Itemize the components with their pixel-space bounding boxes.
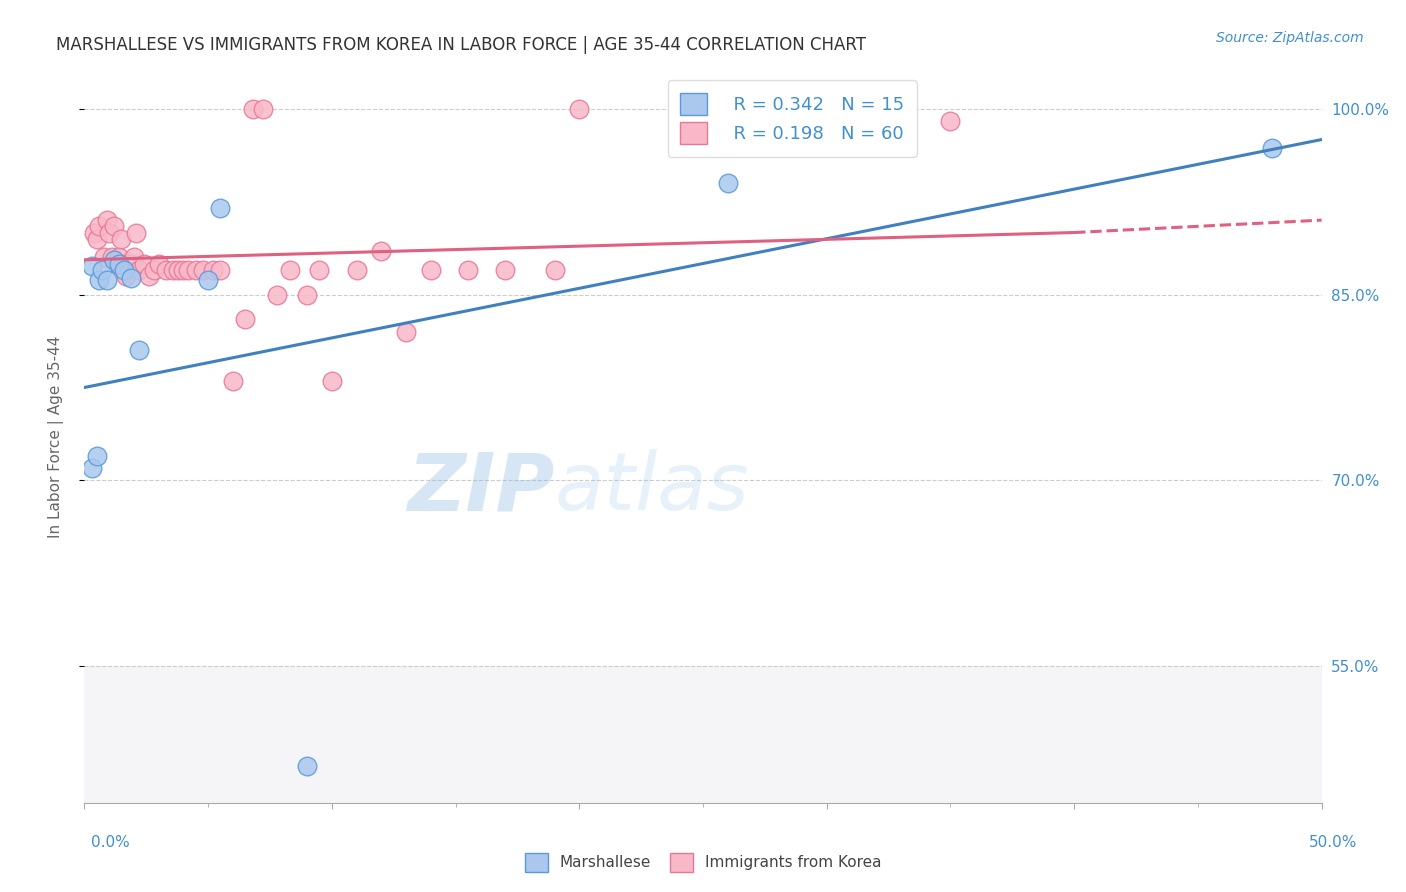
Point: [172, 262, 194, 277]
Point: [209, 262, 232, 277]
Point: [266, 287, 288, 301]
Point: [105, 256, 128, 270]
Point: [222, 374, 245, 388]
Point: [321, 374, 343, 388]
Point: [191, 262, 214, 277]
Point: [543, 262, 565, 277]
Point: [86, 232, 108, 246]
Point: [148, 256, 170, 270]
Point: [242, 102, 264, 116]
Point: [103, 219, 125, 234]
Point: [568, 102, 591, 116]
Point: [717, 176, 740, 190]
Point: [98, 226, 121, 240]
Text: ZIP: ZIP: [408, 450, 554, 527]
Point: [120, 271, 142, 285]
Point: [128, 262, 150, 277]
Point: [177, 262, 200, 277]
Text: 0.0%: 0.0%: [91, 836, 131, 850]
Point: [162, 262, 184, 277]
Point: [233, 312, 256, 326]
Point: [370, 244, 392, 259]
Point: [295, 758, 318, 772]
Point: [252, 102, 274, 116]
Point: [346, 262, 368, 277]
Point: [125, 226, 148, 240]
Point: [494, 262, 516, 277]
Point: [89, 272, 111, 286]
Point: [89, 219, 111, 234]
Text: 50.0%: 50.0%: [1309, 836, 1357, 850]
Point: [112, 256, 135, 270]
Point: [395, 325, 418, 339]
Point: [86, 449, 108, 463]
Point: [197, 272, 219, 286]
Point: [108, 256, 131, 270]
Point: [419, 262, 441, 277]
Point: [110, 232, 132, 246]
Point: [202, 262, 225, 277]
Point: [308, 262, 330, 277]
Point: [90, 262, 112, 277]
Point: [167, 262, 190, 277]
Point: [184, 262, 207, 277]
Point: [100, 250, 122, 264]
Point: [1261, 141, 1284, 155]
Text: Source: ZipAtlas.com: Source: ZipAtlas.com: [1216, 31, 1364, 45]
Point: [103, 252, 125, 267]
Point: [96, 213, 118, 227]
Point: [939, 114, 962, 128]
Point: [80, 461, 103, 475]
Point: [80, 259, 103, 273]
Point: [132, 256, 155, 270]
Point: [457, 262, 479, 277]
Bar: [84, 666, 1322, 803]
Point: [278, 262, 301, 277]
Point: [120, 256, 142, 270]
Point: [115, 268, 138, 283]
Point: [138, 268, 160, 283]
Text: atlas: atlas: [554, 450, 749, 527]
Point: [108, 250, 131, 264]
Point: [96, 272, 118, 286]
Text: MARSHALLESE VS IMMIGRANTS FROM KOREA IN LABOR FORCE | AGE 35-44 CORRELATION CHAR: MARSHALLESE VS IMMIGRANTS FROM KOREA IN …: [56, 36, 866, 54]
Point: [83, 226, 105, 240]
Point: [93, 250, 115, 264]
Point: [295, 287, 318, 301]
Point: [112, 262, 135, 277]
Point: [122, 250, 145, 264]
Point: [155, 262, 177, 277]
Y-axis label: In Labor Force | Age 35-44: In Labor Force | Age 35-44: [48, 336, 63, 538]
Point: [209, 201, 232, 215]
Point: [128, 343, 150, 358]
Legend: Marshallese, Immigrants from Korea: Marshallese, Immigrants from Korea: [517, 846, 889, 880]
Point: [142, 262, 165, 277]
